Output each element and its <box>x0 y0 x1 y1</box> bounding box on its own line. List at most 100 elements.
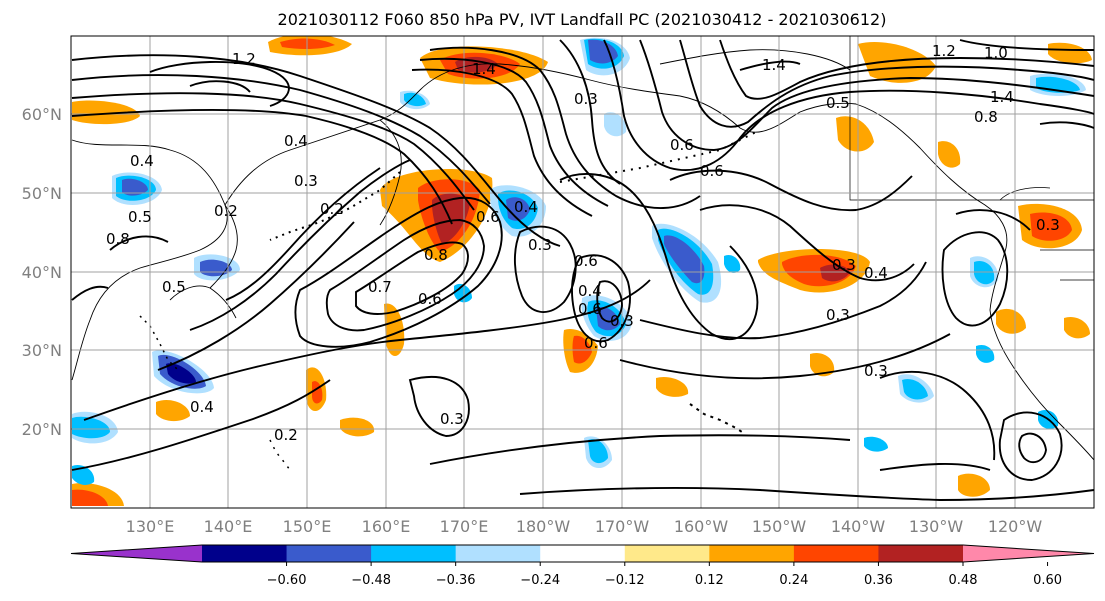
anomaly-blob <box>166 363 196 384</box>
colorbar-segment <box>878 545 964 562</box>
colorbar-label: 0.12 <box>695 573 724 588</box>
colorbar-segment <box>709 545 795 562</box>
anomaly-blob <box>72 416 110 439</box>
contour-line <box>294 196 503 348</box>
lon-label: 140°E <box>204 517 253 536</box>
contour-label: 0.6 <box>700 162 724 180</box>
coastline <box>71 139 228 381</box>
anomaly-blob <box>340 417 375 437</box>
contour-line <box>71 109 453 225</box>
anomaly-blob <box>384 303 405 356</box>
contour-line <box>83 279 651 421</box>
colorbar-labels: −0.60 −0.48 −0.36 −0.24 −0.12 0.12 0.24 0.36 0.4… <box>267 573 1062 588</box>
contour-line <box>411 68 593 217</box>
contour-label: 0.3 <box>440 410 464 428</box>
contour-line <box>519 486 1094 501</box>
contour-line <box>419 57 609 207</box>
contour-line <box>699 204 915 282</box>
contour-line <box>325 219 485 332</box>
anomaly-blob <box>836 116 874 152</box>
anomaly-blob <box>404 92 426 107</box>
anomaly-blob <box>974 260 995 285</box>
anomaly-blob <box>976 344 995 363</box>
coastline <box>989 247 1094 461</box>
contour-label: 0.2 <box>320 200 344 218</box>
contour-label: 0.5 <box>128 208 152 226</box>
anomaly-blob <box>506 197 530 221</box>
contour-line <box>157 221 355 371</box>
contour-label: 1.4 <box>472 60 496 78</box>
contour-line <box>639 39 1094 151</box>
anomaly-blob <box>664 235 705 284</box>
contour-line <box>559 39 621 185</box>
lon-label: 120°W <box>988 517 1043 536</box>
contour-label: 1.2 <box>932 42 956 60</box>
colorbar-label: −0.60 <box>267 573 307 588</box>
lon-label: 150°W <box>752 517 807 536</box>
colorbar-label: −0.48 <box>351 573 391 588</box>
contour-line <box>1039 121 1094 129</box>
contour-label: 0.7 <box>368 278 392 296</box>
contour-line <box>739 60 801 71</box>
contour-label: 0.8 <box>106 230 130 248</box>
contour-label: 0.4 <box>190 398 214 416</box>
contour-line <box>71 379 331 471</box>
lat-label: 60°N <box>22 105 62 124</box>
lon-label: 130°E <box>126 517 175 536</box>
contour-line <box>71 92 475 211</box>
lat-label: 20°N <box>22 420 62 439</box>
contour-line <box>71 54 561 247</box>
contour-label: 0.4 <box>514 198 538 216</box>
colorbar-segment <box>371 545 457 562</box>
contour-label: 1.2 <box>232 50 256 68</box>
coastline <box>999 187 1051 201</box>
colorbar-segment <box>202 545 288 562</box>
lat-label: 40°N <box>22 263 62 282</box>
anomaly-blob <box>902 378 928 400</box>
colorbar-label: 0.48 <box>949 573 978 588</box>
anomaly-blob <box>1048 42 1092 64</box>
coastline <box>224 63 681 206</box>
contour-label: 0.4 <box>864 264 888 282</box>
contour-line <box>596 280 623 323</box>
contour-line <box>639 261 927 340</box>
contour-label: 0.5 <box>162 278 186 296</box>
contour-label: 0.6 <box>584 334 608 352</box>
contour-label: 0.4 <box>578 282 602 300</box>
lon-label: 160°W <box>674 517 729 536</box>
contour-label: 0.3 <box>574 90 598 108</box>
contour-line <box>189 80 251 93</box>
contour-label: 0.3 <box>528 236 552 254</box>
contour-line <box>513 225 577 313</box>
colorbar: −0.60 −0.48 −0.36 −0.24 −0.12 0.12 0.24 0.36 0.4… <box>70 544 1095 588</box>
contour-line <box>1018 432 1047 464</box>
anomaly-blob <box>604 112 627 137</box>
coastline <box>855 103 1008 249</box>
anomaly-blob <box>1030 212 1072 241</box>
contour-label: 1.4 <box>990 88 1014 106</box>
contour-label: 0.5 <box>826 94 850 112</box>
anomaly-blob <box>996 308 1026 334</box>
map-panel: 1.4 1.4 1.2 1.2 1.0 1.4 0.5 0.8 0.6 0.6 … <box>70 35 1095 509</box>
anomaly-blob <box>72 489 108 506</box>
contour-label: 0.8 <box>974 108 998 126</box>
contour-label: 0.6 <box>670 136 694 154</box>
longitude-labels: 130°E 140°E 150°E 160°E 170°E 180°W 170°… <box>126 517 1043 536</box>
colorbar-ticks <box>286 562 1049 566</box>
contour-label: 0.2 <box>214 202 238 220</box>
coastline <box>169 285 237 319</box>
contour-line <box>71 285 109 301</box>
anomaly-blob <box>656 376 689 397</box>
contour-label: 0.6 <box>574 252 598 270</box>
contour-label: 0.3 <box>610 312 634 330</box>
contour-line <box>879 462 991 471</box>
contour-label: 0.3 <box>832 256 856 274</box>
contour-line <box>559 173 759 340</box>
coastline <box>209 204 238 289</box>
contour-line <box>189 159 411 331</box>
anomaly-blob <box>1064 316 1090 339</box>
anomaly-blob <box>864 436 888 452</box>
colorbar-label: 0.24 <box>779 573 808 588</box>
contour-label: 0.3 <box>864 362 888 380</box>
contour-label: 0.6 <box>578 300 602 318</box>
